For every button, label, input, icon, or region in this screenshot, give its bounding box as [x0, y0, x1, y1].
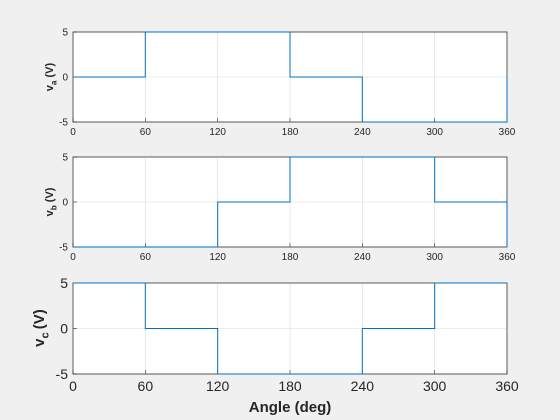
x-tick-label: 300 — [426, 127, 443, 138]
x-tick-label: 0 — [70, 127, 76, 138]
y-axis-label-unit: (V) — [44, 62, 56, 77]
y-tick-label: 0 — [62, 198, 68, 209]
x-tick-label: 240 — [351, 378, 375, 394]
y-tick-label: 5 — [60, 275, 68, 291]
x-tick-label: 360 — [495, 378, 519, 394]
y-axis-label: vb (V) — [44, 187, 58, 216]
y-tick-label: -5 — [59, 243, 68, 254]
x-tick-label: 360 — [499, 127, 516, 138]
x-tick-label: 180 — [282, 127, 299, 138]
y-axis-label-subscript: b — [49, 205, 58, 210]
y-axis-label: va (V) — [44, 62, 58, 91]
x-tick-label: 120 — [209, 252, 226, 263]
x-tick-label: 300 — [423, 378, 447, 394]
y-axis-label-unit: (V) — [44, 187, 56, 202]
y-axis-label-symbol: v — [31, 338, 48, 347]
y-axis-label-subscript: c — [40, 332, 52, 338]
x-axis-label: Angle (deg) — [249, 399, 332, 416]
x-tick-label: 0 — [69, 378, 77, 394]
x-tick-label: 360 — [499, 252, 516, 263]
x-tick-label: 120 — [206, 378, 230, 394]
x-tick-label: 180 — [282, 252, 299, 263]
y-axis-label: vc (V) — [31, 309, 52, 347]
x-tick-label: 60 — [138, 378, 154, 394]
y-axis-label-symbol: v — [44, 84, 56, 91]
x-tick-label: 180 — [278, 378, 302, 394]
y-tick-label: 5 — [62, 28, 68, 39]
series-line-1 — [73, 156, 508, 248]
x-tick-label: 60 — [140, 252, 152, 263]
series-line-1 — [73, 282, 507, 375]
x-tick-label: 240 — [354, 252, 371, 263]
y-axis-label-unit: (V) — [31, 309, 48, 329]
y-tick-label: 0 — [60, 320, 68, 336]
y-axis-label-subscript: a — [49, 80, 58, 85]
x-tick-label: 240 — [354, 127, 371, 138]
y-tick-label: -5 — [59, 118, 68, 129]
x-tick-label: 60 — [140, 127, 152, 138]
y-tick-label: 5 — [62, 153, 68, 164]
y-tick-label: 0 — [62, 73, 68, 84]
x-tick-label: 120 — [209, 127, 226, 138]
y-axis-label-symbol: v — [44, 209, 56, 216]
x-tick-label: 300 — [426, 252, 443, 263]
series-line-1 — [73, 31, 508, 123]
y-tick-label: -5 — [56, 366, 69, 382]
x-tick-label: 0 — [70, 252, 76, 263]
